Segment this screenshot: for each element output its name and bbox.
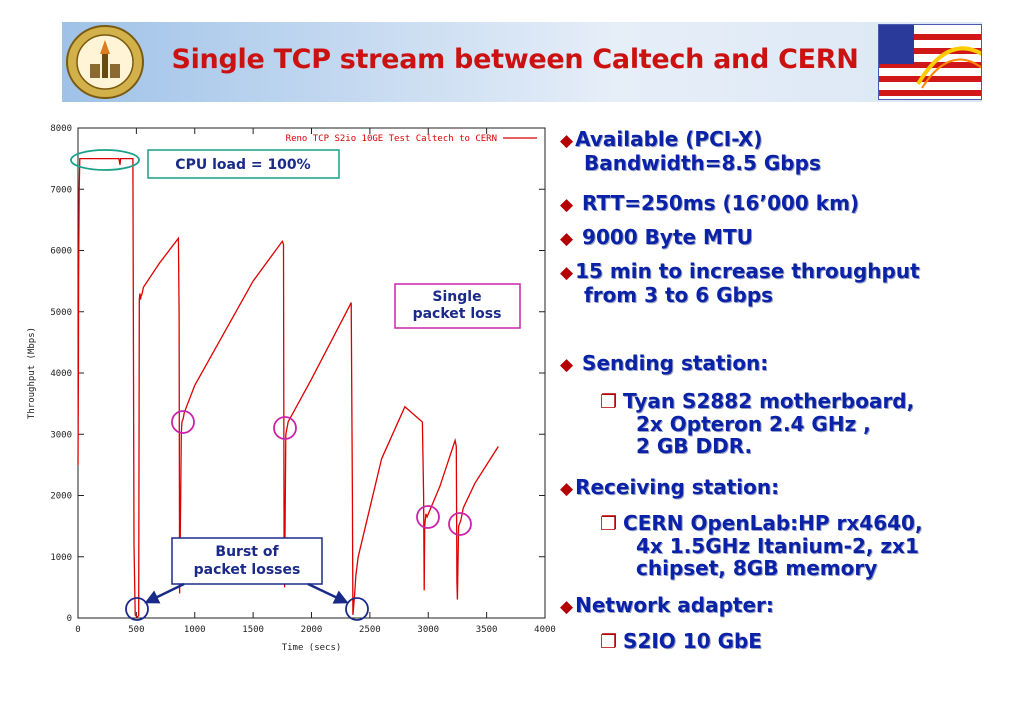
bullet-text: 2x Opteron 2.4 GHz , [636, 412, 871, 436]
bullet-item: ◆ Sending station: [560, 352, 768, 376]
bullet-item: ❐ S2IO 10 GbE [600, 630, 762, 653]
x-tick-label: 1500 [242, 625, 264, 635]
bullet-item: ◆ RTT=250ms (16’000 km) [560, 192, 859, 216]
bullet-text: 4x 1.5GHz Itanium-2, zx1 [636, 534, 919, 558]
single-loss-label: packet loss [413, 306, 502, 322]
bullet-line: chipset, 8GB memory [600, 557, 923, 579]
series-line [77, 157, 499, 618]
single-loss-circle [416, 505, 440, 529]
diamond-bullet-icon: ◆ [560, 597, 574, 617]
bullet-line: ◆ 9000 Byte MTU [560, 226, 753, 250]
bullet-text: RTT=250ms (16’000 km) [575, 191, 860, 215]
bullet-line: ❐ S2IO 10 GbE [600, 630, 762, 653]
cpu-load-label: CPU load = 100% [175, 157, 310, 173]
bullet-text: from 3 to 6 Gbps [584, 283, 774, 307]
x-axis-label: Time (secs) [282, 643, 342, 653]
bullet-text: 2 GB DDR. [636, 434, 753, 458]
legend-label: Reno TCP S2io 10GE Test Caltech to CERN [286, 134, 497, 144]
y-tick-label: 1000 [50, 553, 72, 563]
caltech-seal-logo [66, 25, 144, 99]
x-tick-label: 0 [75, 625, 80, 635]
single-loss-circle [448, 512, 472, 536]
diamond-bullet-icon: ◆ [560, 355, 574, 375]
y-tick-label: 3000 [50, 430, 72, 440]
bullet-line: Bandwidth=8.5 Gbps [560, 152, 821, 174]
bullet-line: ◆ 15 min to increase throughput [560, 260, 920, 284]
burst-loss-circle [125, 597, 149, 621]
cpu-load-ellipse [70, 149, 140, 171]
x-tick-label: 3000 [417, 625, 439, 635]
burst-loss-box [171, 537, 323, 585]
us-cms-flag-logo [878, 24, 982, 100]
single-loss-label: Single [432, 289, 481, 305]
bullet-item: ◆ Receiving station: [560, 476, 779, 500]
bullet-line: from 3 to 6 Gbps [560, 284, 920, 306]
bullet-line: ◆ Sending station: [560, 352, 768, 376]
diamond-bullet-icon: ◆ [560, 479, 574, 499]
burst-arrow-right [307, 582, 349, 604]
x-tick-label: 500 [128, 625, 144, 635]
single-loss-box [394, 283, 521, 329]
bullet-text: Network adapter: [575, 593, 774, 617]
bullet-item: ◆ Network adapter: [560, 594, 774, 618]
bullet-item: ◆ Available (PCI-X) Bandwidth=8.5 Gbps [560, 128, 821, 174]
x-tick-label: 2000 [301, 625, 323, 635]
bullet-item: ❐ CERN OpenLab:HP rx4640, 4x 1.5GHz Itaniu… [600, 512, 923, 579]
slide-title: Single TCP stream between Caltech and CE… [171, 44, 859, 75]
bullet-line: 2x Opteron 2.4 GHz , [600, 413, 914, 435]
bullet-text: Bandwidth=8.5 Gbps [584, 151, 821, 175]
cpu-load-box [147, 149, 340, 179]
y-tick-label: 6000 [50, 247, 72, 257]
x-tick-label: 1000 [184, 625, 206, 635]
y-tick-label: 0 [67, 614, 72, 624]
y-tick-label: 4000 [50, 369, 72, 379]
bullet-item: ❐ Tyan S2882 motherboard, 2x Opteron 2.4 G… [600, 390, 914, 457]
bullet-text: S2IO 10 GbE [623, 629, 762, 653]
bullet-text: Tyan S2882 motherboard, [623, 389, 915, 413]
box-bullet-icon: ❐ [600, 391, 618, 413]
bullet-text: chipset, 8GB memory [636, 556, 878, 580]
burst-arrow-left [144, 582, 185, 604]
diamond-bullet-icon: ◆ [560, 131, 574, 151]
box-bullet-icon: ❐ [600, 631, 618, 653]
bullet-line: ❐ Tyan S2882 motherboard, [600, 390, 914, 413]
y-axis-label: Throughput (Mbps) [27, 327, 37, 419]
bullet-text: 15 min to increase throughput [575, 259, 920, 283]
bullet-text: 9000 Byte MTU [575, 225, 753, 249]
burst-loss-label: Burst of [215, 544, 279, 560]
y-tick-label: 7000 [50, 185, 72, 195]
burst-loss-label: packet losses [194, 562, 301, 578]
bullet-text: CERN OpenLab:HP rx4640, [623, 511, 923, 535]
bullet-line: ◆ Available (PCI-X) [560, 128, 821, 152]
x-tick-label: 4000 [534, 625, 556, 635]
y-tick-label: 2000 [50, 492, 72, 502]
diamond-bullet-icon: ◆ [560, 263, 574, 283]
bullet-text: Receiving station: [575, 475, 780, 499]
bullet-item: ◆ 9000 Byte MTU [560, 226, 753, 250]
diamond-bullet-icon: ◆ [560, 195, 574, 215]
x-tick-label: 2500 [359, 625, 381, 635]
header-band [62, 22, 982, 102]
y-tick-label: 8000 [50, 124, 72, 134]
diamond-bullet-icon: ◆ [560, 229, 574, 249]
bullet-item: ◆ 15 min to increase throughput from 3 to … [560, 260, 920, 306]
throughput-chart: 0 500 1000 1500 2000 2500 3000 3500 4000 0 1000 200… [0, 110, 560, 670]
single-loss-circle [171, 410, 195, 434]
x-tick-label: 3500 [476, 625, 498, 635]
bullet-line: ◆ RTT=250ms (16’000 km) [560, 192, 859, 216]
box-bullet-icon: ❐ [600, 513, 618, 535]
bullet-line: ◆ Network adapter: [560, 594, 774, 618]
bullet-line: 2 GB DDR. [600, 435, 914, 457]
burst-loss-circle [345, 597, 369, 621]
y-tick-label: 5000 [50, 308, 72, 318]
bullet-line: ❐ CERN OpenLab:HP rx4640, [600, 512, 923, 535]
bullet-line: 4x 1.5GHz Itanium-2, zx1 [600, 535, 923, 557]
bullet-text: Sending station: [575, 351, 769, 375]
single-loss-circle [273, 416, 297, 440]
chart-svg: 0 500 1000 1500 2000 2500 3000 3500 4000 0 1000 200… [27, 124, 556, 653]
bullet-line: ◆ Receiving station: [560, 476, 779, 500]
bullet-text: Available (PCI-X) [575, 127, 763, 151]
